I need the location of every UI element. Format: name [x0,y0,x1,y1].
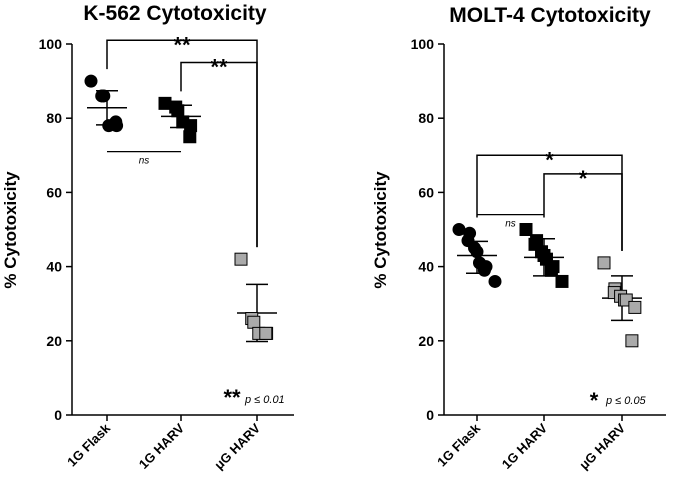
y-tick-label: 60 [46,184,62,200]
significance-label: * [545,147,554,172]
significance-label: ** [173,32,191,57]
y-axis-label: % Cytotoxicity [1,171,20,289]
y-tick-label: 60 [418,184,434,200]
data-point-square [597,256,611,270]
x-categories: 1G Flask 1G HARV μG HARV [64,415,263,472]
y-tick-label: 100 [39,36,63,52]
data-point-square [171,104,185,118]
significance-bracket [543,173,623,251]
x-category-label: 1G HARV [136,420,188,472]
footnote-stars: * [590,388,599,413]
data-point-square [184,119,198,133]
data-point-circle [97,89,111,103]
x-category-label: 1G HARV [499,420,551,472]
data-point-circle [109,115,123,129]
significance-label: * [579,166,588,191]
x-category-label: 1G Flask [64,420,113,469]
x-categories: 1G Flask 1G HARV μG HARV [434,415,628,472]
data-point-circle [477,263,491,277]
footnote-pvalue: p ≤ 0.05 [605,395,647,407]
y-tick-label: 80 [418,110,434,126]
footnote-stars: ** [223,385,241,410]
data-points [84,74,274,340]
significance-bracket [106,39,258,248]
chart-title: MOLT-4 Cytotoxicity [449,4,651,27]
ns-label: ns [139,156,150,167]
y-tick-label: 80 [46,110,62,126]
chart-title: K-562 Cytotoxicity [83,2,267,25]
molt4-panel: MOLT-4 Cytotoxicity % Cytotoxicity 0 20 40… [371,4,666,472]
k562-panel: K-562 Cytotoxicity % Cytotoxicity 0 20 40 6… [1,2,294,472]
significance-bracket [180,61,258,248]
y-ticks: 0 20 40 60 80 100 [39,36,72,423]
y-tick-label: 100 [411,36,435,52]
ns-label: ns [505,219,516,230]
x-category-label: μG HARV [576,420,628,472]
y-tick-label: 0 [54,407,62,423]
y-tick-label: 20 [418,333,434,349]
significance-brackets: ** ** ns [106,32,258,248]
data-point-circle [84,74,98,88]
y-axis-label: % Cytotoxicity [371,171,390,289]
data-point-square [234,252,248,266]
x-category-label: μG HARV [211,420,263,472]
data-point-square [555,274,569,288]
data-point-square [628,300,642,314]
y-tick-label: 0 [426,407,434,423]
significance-brackets: * * ns [476,147,623,251]
y-tick-label: 40 [46,259,62,275]
data-point-circle [488,274,502,288]
data-point-square [544,263,558,277]
data-point-circle [470,245,484,259]
data-point-square [625,334,639,348]
data-point-square [247,315,261,329]
data-point-square [259,326,273,340]
footnote-pvalue: p ≤ 0.01 [244,394,285,406]
y-tick-label: 20 [46,333,62,349]
data-point-square [519,223,533,236]
data-points [452,223,642,348]
data-point-square [183,130,197,144]
data-point-square [158,96,172,110]
y-tick-label: 40 [418,259,434,275]
x-category-label: 1G Flask [434,420,483,469]
significance-label: ** [210,55,228,80]
y-ticks: 0 20 40 60 80 100 [411,36,444,423]
